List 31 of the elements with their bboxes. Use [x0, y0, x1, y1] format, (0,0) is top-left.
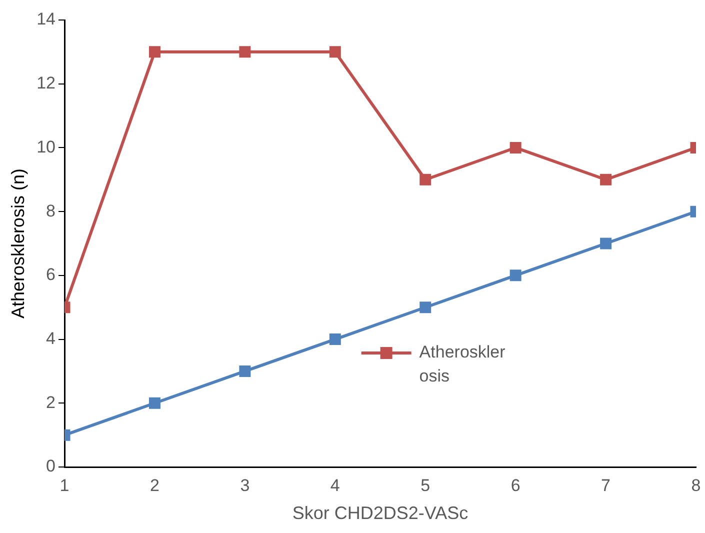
point	[510, 142, 522, 154]
point	[329, 46, 341, 58]
y-tick-label: 12	[36, 74, 56, 93]
point	[510, 270, 522, 282]
x-tick-label: 5	[420, 476, 430, 495]
point	[420, 302, 432, 314]
x-axis-title: Skor CHD2DS2-VASc	[292, 503, 468, 524]
point	[239, 365, 251, 377]
y-tick-label: 6	[46, 265, 56, 284]
x-tick-label: 3	[240, 476, 250, 495]
point	[239, 46, 251, 58]
x-tick-label: 6	[510, 476, 520, 495]
y-tick-label: 10	[36, 137, 56, 156]
point	[148, 46, 160, 58]
x-tick-label: 8	[691, 476, 701, 495]
x-tick-label: 7	[601, 476, 611, 495]
y-tick-label: 8	[46, 201, 56, 220]
y-tick-label: 2	[46, 392, 56, 412]
point	[600, 238, 612, 250]
legend-label: Atherosklerosis	[419, 342, 506, 386]
x-tick-label: 4	[330, 476, 340, 495]
x-tick-label: 1	[60, 476, 70, 495]
y-tick-label: 14	[36, 10, 56, 29]
point	[329, 334, 341, 346]
y-tick-label: 0	[46, 456, 56, 476]
point	[600, 174, 612, 186]
point	[148, 397, 160, 409]
y-axis-title: Atherosklerosis (n)	[8, 168, 28, 319]
point	[420, 174, 432, 186]
x-tick-label: 2	[150, 476, 160, 495]
y-tick-label: 4	[46, 328, 56, 348]
